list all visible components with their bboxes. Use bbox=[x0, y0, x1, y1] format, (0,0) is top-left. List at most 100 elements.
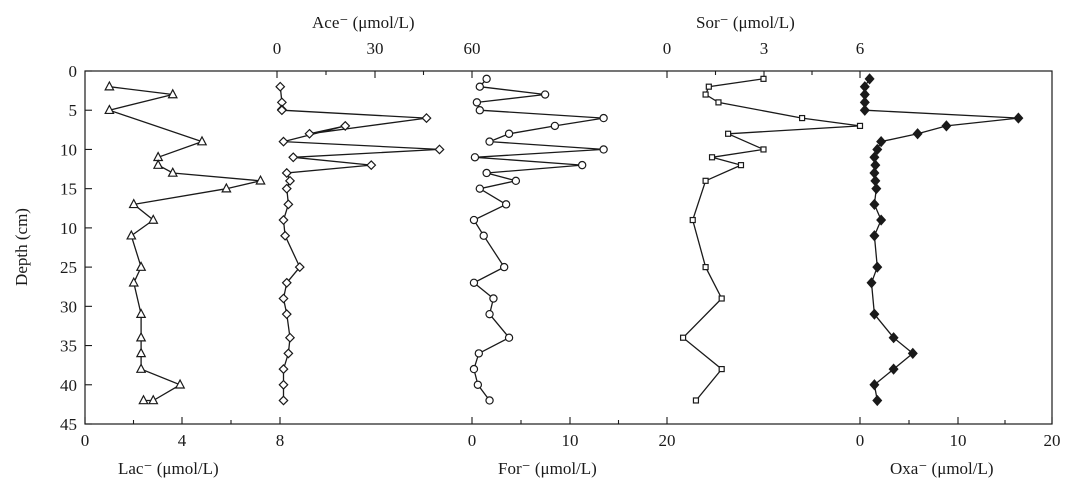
lac-data-point bbox=[128, 198, 139, 209]
oxa-data-point bbox=[869, 198, 880, 210]
sor-data-point bbox=[715, 99, 722, 106]
ace-data-point bbox=[280, 230, 291, 241]
for-data-point bbox=[599, 113, 608, 123]
oxa-data-point bbox=[912, 128, 923, 140]
for-data-point bbox=[489, 294, 498, 303]
oxa-data-point bbox=[870, 159, 881, 171]
y-tick-label: 10 bbox=[60, 140, 77, 159]
top-tick-label: 60 bbox=[464, 39, 481, 58]
ace-data-point bbox=[275, 81, 286, 92]
ace-data-point bbox=[281, 309, 292, 320]
sor-data-point bbox=[702, 264, 709, 271]
ace-data-point bbox=[278, 214, 289, 226]
labels-layer: Depth (cm) Lac⁻ (μmol/L) Ace⁻ (μmol/L) F… bbox=[12, 13, 994, 478]
for-data-point bbox=[550, 121, 560, 131]
for-data-point bbox=[479, 231, 488, 240]
for-data-point bbox=[504, 333, 514, 342]
ace-data-point bbox=[434, 144, 445, 155]
for-data-point bbox=[540, 90, 550, 99]
lac-data-point bbox=[104, 80, 115, 91]
bottom-tick-label: 10 bbox=[950, 431, 967, 450]
oxa-data-point bbox=[888, 332, 899, 344]
sor-axis-title: Sor⁻ (μmol/L) bbox=[696, 13, 795, 32]
bottom-tick-label: 10 bbox=[562, 431, 579, 450]
lac-data-point bbox=[221, 182, 232, 193]
oxa-data-point bbox=[870, 175, 881, 187]
lac-data-point bbox=[135, 363, 147, 373]
y-tick-label: 30 bbox=[60, 297, 77, 316]
ace-data-point bbox=[281, 183, 292, 194]
y-tick-label: 0 bbox=[69, 62, 78, 81]
ace-data-point bbox=[276, 105, 287, 116]
bottom-tick-label: 0 bbox=[81, 431, 90, 450]
ace-data-point bbox=[278, 293, 289, 304]
oxa-series bbox=[859, 73, 1024, 407]
for-data-point bbox=[599, 145, 608, 154]
plot-frame bbox=[84, 70, 1053, 425]
for-series-line bbox=[472, 78, 604, 401]
oxa-data-point bbox=[871, 183, 882, 195]
ace-data-point bbox=[283, 199, 294, 210]
ace-data-point bbox=[281, 167, 292, 179]
sor-data-point bbox=[708, 154, 716, 161]
oxa-data-point bbox=[872, 261, 883, 273]
sor-data-point bbox=[718, 365, 725, 373]
oxa-data-point bbox=[859, 104, 870, 116]
oxa-data-point bbox=[869, 379, 880, 391]
for-data-point bbox=[499, 262, 509, 272]
for-data-point bbox=[501, 200, 511, 209]
ace-data-point bbox=[278, 136, 289, 147]
oxa-data-point bbox=[872, 143, 883, 156]
for-data-point bbox=[469, 215, 479, 225]
for-data-point bbox=[485, 137, 494, 146]
for-data-point bbox=[577, 160, 587, 170]
top-tick-label: 3 bbox=[760, 39, 769, 58]
sor-data-point bbox=[798, 114, 806, 122]
ace-axis-title: Ace⁻ (μmol/L) bbox=[312, 13, 415, 32]
oxa-axis-title: Oxa⁻ (μmol/L) bbox=[890, 459, 994, 478]
sor-series bbox=[679, 75, 864, 404]
lac-data-point bbox=[138, 394, 149, 405]
ace-data-point bbox=[284, 175, 296, 186]
ace-data-point bbox=[366, 160, 377, 171]
for-data-point bbox=[469, 278, 479, 287]
for-data-point bbox=[473, 380, 483, 389]
bottom-tick-label: 20 bbox=[659, 431, 676, 450]
for-axis-title: For⁻ (μmol/L) bbox=[498, 459, 597, 478]
sor-series-line bbox=[682, 78, 861, 401]
oxa-data-point bbox=[888, 363, 899, 375]
ace-data-point bbox=[278, 395, 289, 406]
for-data-point bbox=[482, 168, 491, 178]
y-axis-title: Depth (cm) bbox=[12, 208, 31, 286]
ace-data-point bbox=[288, 152, 299, 163]
y-tick-label: 5 bbox=[69, 101, 78, 120]
oxa-data-point bbox=[1013, 112, 1024, 124]
sor-data-point bbox=[856, 122, 864, 130]
bottom-tick-label: 20 bbox=[1044, 431, 1061, 450]
ace-data-point bbox=[281, 277, 292, 288]
lac-data-point bbox=[135, 331, 147, 342]
ace-data-point bbox=[304, 128, 315, 139]
top-tick-label: 30 bbox=[367, 39, 384, 58]
lac-series bbox=[104, 80, 266, 405]
lac-data-point bbox=[255, 174, 266, 185]
sor-data-point bbox=[725, 130, 732, 137]
ace-data-point bbox=[283, 348, 294, 359]
y-tick-label: 40 bbox=[60, 376, 77, 395]
lac-axis-title: Lac⁻ (μmol/L) bbox=[118, 459, 219, 478]
for-data-point bbox=[470, 153, 480, 162]
oxa-data-point bbox=[866, 277, 877, 289]
for-data-point bbox=[475, 82, 484, 91]
sor-data-point bbox=[679, 334, 687, 341]
lac-data-point bbox=[174, 378, 186, 389]
bottom-tick-label: 0 bbox=[468, 431, 477, 450]
bottom-tick-label: 8 bbox=[276, 431, 285, 450]
lac-data-point bbox=[104, 104, 115, 115]
sor-data-point bbox=[760, 146, 767, 153]
for-data-point bbox=[469, 364, 479, 374]
lac-data-point bbox=[148, 394, 159, 405]
for-data-point bbox=[482, 74, 491, 84]
lac-data-point bbox=[135, 261, 147, 271]
sor-data-point bbox=[702, 177, 709, 184]
